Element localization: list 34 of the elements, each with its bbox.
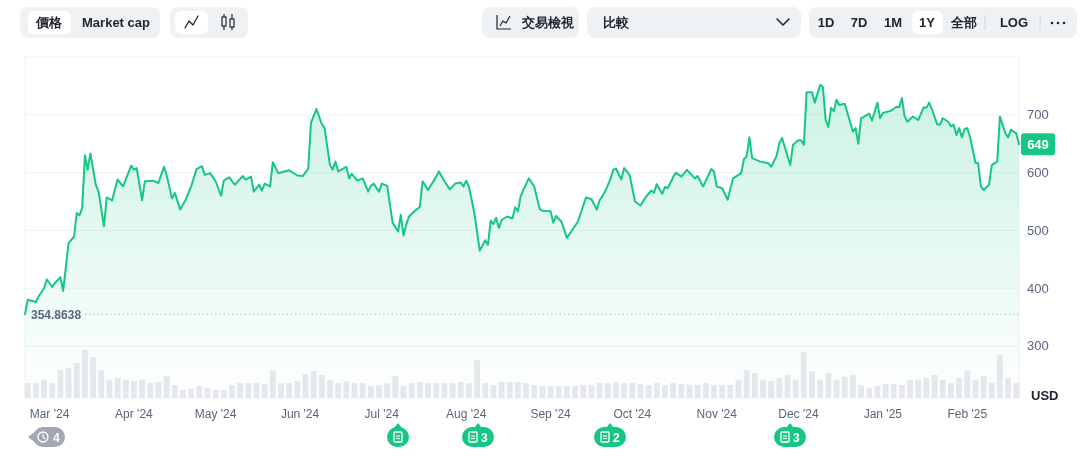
annotation: 649 [1027, 136, 1049, 152]
x-tick-label: Nov '24 [696, 407, 738, 421]
text: 全部 [950, 15, 977, 30]
text: 1M [883, 15, 903, 30]
text: 4 [53, 430, 60, 445]
text: 交易檢視 [521, 15, 575, 30]
x-tick-label: Aug '24 [446, 407, 487, 421]
y-tick-label: 700 [1027, 107, 1049, 123]
x-tick-label: Jan '25 [863, 407, 903, 421]
x-tick-label: Jul '24 [364, 407, 400, 421]
y-axis-title: USD [1031, 388, 1059, 403]
text: Market cap [82, 15, 151, 30]
ref-line-label: 354.8638 [31, 307, 82, 322]
x-tick-label: Oct '24 [613, 407, 652, 421]
x-tick-label: Mar '24 [29, 407, 70, 421]
text: 3 [793, 430, 800, 445]
text: 1Y [919, 15, 936, 30]
text: 比較 [603, 15, 630, 30]
x-tick-label: Feb '25 [947, 407, 988, 421]
text: 3 [481, 430, 488, 445]
y-tick-label: 300 [1027, 338, 1049, 354]
text: 2 [613, 430, 620, 445]
text: LOG [999, 15, 1029, 30]
y-tick-label: 400 [1027, 280, 1049, 296]
y-tick-label: 600 [1027, 165, 1049, 181]
x-tick-label: Jun '24 [280, 407, 320, 421]
x-tick-label: Dec '24 [778, 407, 819, 421]
x-tick-label: Apr '24 [115, 407, 154, 421]
x-tick-label: Sep '24 [530, 407, 572, 421]
y-tick-label: 500 [1027, 222, 1049, 238]
text: 1D [817, 15, 835, 30]
text: 7D [850, 15, 868, 30]
text: 價格 [35, 15, 63, 30]
x-tick-label: May '24 [194, 407, 237, 421]
